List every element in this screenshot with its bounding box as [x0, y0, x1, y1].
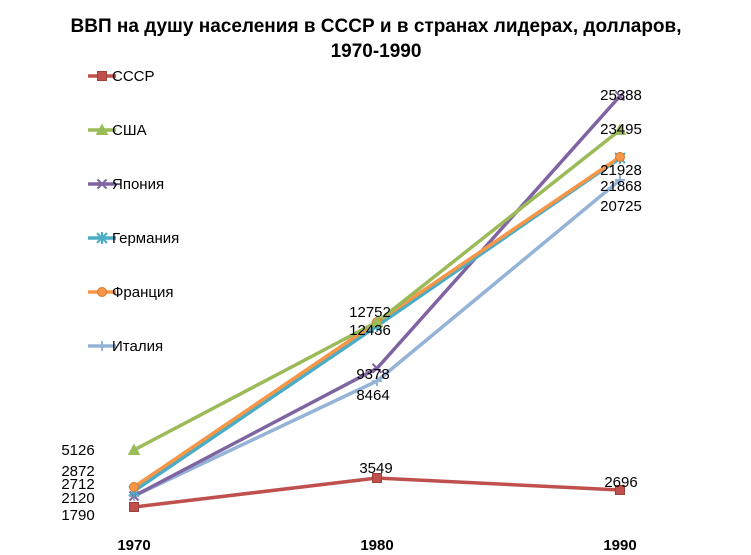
data-label-16: 20725 — [600, 198, 642, 215]
series-markers — [127, 90, 627, 512]
legend-entry-5: Франция — [88, 284, 173, 301]
legend-marker — [96, 178, 108, 190]
series-lines — [133, 94, 622, 509]
data-label-7: 12752 — [349, 304, 391, 321]
marker-series-1-point-1 — [129, 502, 139, 512]
x-tick-label-1980: 1980 — [360, 537, 393, 554]
data-label-10: 8464 — [356, 387, 389, 404]
data-label-12: 25388 — [600, 87, 642, 104]
marker-series-2-point-1 — [127, 443, 141, 455]
data-label-15: 21868 — [600, 178, 642, 195]
chart-title-line-2: 1970-1990 — [331, 41, 422, 62]
data-label-2: 2872 — [61, 463, 94, 480]
data-label-11: 2696 — [604, 474, 637, 491]
marker-series-3-point-3 — [614, 90, 626, 102]
marker-series-6-point-3 — [615, 175, 625, 185]
x-axis-tick-labels: 1970 1980 1990 — [117, 537, 636, 554]
legend-entry-2: США — [88, 122, 147, 139]
legend-marker — [96, 232, 108, 244]
data-label-4: 2120 — [61, 490, 94, 507]
data-label-9: 9378 — [356, 366, 389, 383]
legend-label: США — [112, 122, 147, 139]
marker-series-3-point-2 — [371, 363, 383, 374]
legend-label: Япония — [112, 176, 164, 193]
marker-series-1-point-2 — [372, 473, 382, 483]
marker-series-5-point-1 — [129, 482, 139, 492]
data-label-6: 3549 — [359, 460, 392, 477]
chart-title-line-1: ВВП на душу населения в СССР и в странах… — [71, 16, 682, 37]
data-label-13: 23495 — [600, 121, 642, 138]
legend-label: Италия — [112, 338, 163, 355]
legend: СССР США Япония Германия Франция Италия — [88, 68, 179, 355]
marker-series-2-point-2 — [370, 315, 384, 327]
data-label-8: 12436 — [349, 322, 391, 339]
legend-marker — [97, 71, 107, 81]
data-label-14: 21928 — [600, 162, 642, 179]
legend-marker — [97, 341, 107, 351]
marker-series-1-point-3 — [615, 485, 625, 495]
marker-series-6-point-2 — [372, 376, 382, 386]
data-label-5: 1790 — [61, 507, 94, 524]
x-tick-label-1990: 1990 — [603, 537, 636, 554]
legend-marker — [95, 123, 109, 135]
legend-label: Франция — [112, 284, 173, 301]
legend-entry-4: Германия — [88, 230, 179, 247]
marker-series-2-point-3 — [613, 123, 627, 135]
marker-series-5-point-3 — [615, 152, 625, 162]
legend-label: СССР — [112, 68, 155, 85]
legend-label: Германия — [112, 230, 179, 247]
x-tick-label-1970: 1970 — [117, 537, 150, 554]
data-label-3: 2712 — [61, 476, 94, 493]
legend-entry-3: Япония — [88, 176, 164, 193]
data-label-1: 5126 — [61, 442, 94, 459]
legend-entry-1: СССР — [88, 68, 155, 85]
legend-entry-6: Италия — [88, 338, 163, 355]
legend-marker — [97, 287, 107, 297]
